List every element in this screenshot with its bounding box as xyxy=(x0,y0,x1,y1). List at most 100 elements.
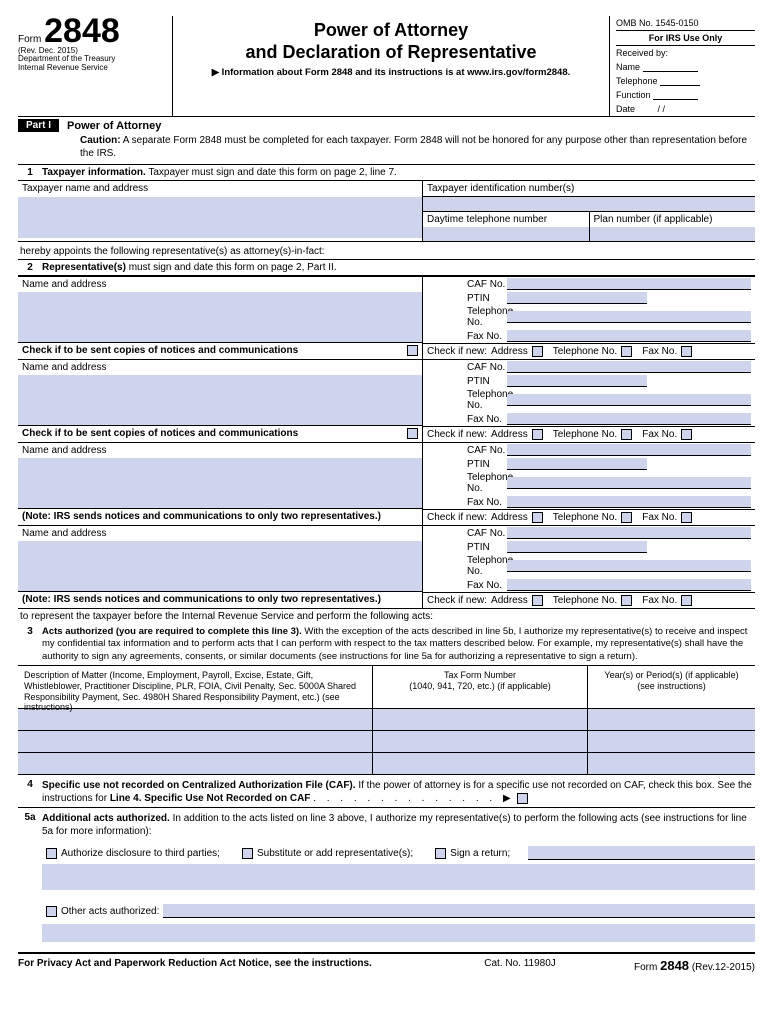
tin-label: Taxpayer identification number(s) xyxy=(423,181,755,197)
fax-input[interactable] xyxy=(507,330,751,342)
new-tel-checkbox[interactable] xyxy=(621,595,632,606)
col-3-header: Year(s) or Period(s) (if applicable)(see… xyxy=(588,666,755,708)
part-1-label: Part I xyxy=(18,119,59,132)
disclose-checkbox[interactable] xyxy=(46,848,57,859)
ptin-input[interactable] xyxy=(507,375,647,387)
caf-input[interactable] xyxy=(507,278,751,290)
line-1-number: 1 xyxy=(18,167,42,178)
rep-block-4: Name and address (Note: IRS sends notice… xyxy=(18,525,755,608)
privacy-notice: For Privacy Act and Paperwork Reduction … xyxy=(18,958,445,973)
form-info-url: ▶ Information about Form 2848 and its in… xyxy=(179,67,603,78)
rep-name-input[interactable] xyxy=(18,458,422,508)
arrow-icon: ▶ xyxy=(503,793,511,804)
other-acts-row: Other acts authorized: xyxy=(42,900,755,922)
daytime-input[interactable] xyxy=(423,227,589,241)
table-cell[interactable] xyxy=(373,730,587,752)
copies-checkbox[interactable] xyxy=(407,428,418,439)
new-tel-checkbox[interactable] xyxy=(621,346,632,357)
table-cell[interactable] xyxy=(373,752,587,774)
caution-text: Caution: A separate Form 2848 must be co… xyxy=(80,134,755,160)
new-addr-checkbox[interactable] xyxy=(532,595,543,606)
new-addr-checkbox[interactable] xyxy=(532,512,543,523)
table-cell[interactable] xyxy=(588,708,755,730)
other-acts-input[interactable] xyxy=(163,904,755,918)
received-by-label: Received by: xyxy=(616,46,755,60)
footer: For Privacy Act and Paperwork Reduction … xyxy=(18,952,755,973)
table-cell[interactable] xyxy=(18,752,372,774)
tel-input[interactable] xyxy=(507,560,751,572)
matters-table: Description of Matter (Income, Employmen… xyxy=(18,665,755,775)
rep-name-input[interactable] xyxy=(18,292,422,342)
caf-input[interactable] xyxy=(507,527,751,539)
taxpayer-name-label: Taxpayer name and address xyxy=(18,181,422,196)
rep-name-label: Name and address xyxy=(18,277,422,292)
col-1-header: Description of Matter (Income, Employmen… xyxy=(18,666,372,708)
new-tel-checkbox[interactable] xyxy=(621,512,632,523)
header-right: OMB No. 1545-0150 For IRS Use Only Recei… xyxy=(610,16,755,116)
form-label: Form xyxy=(18,34,41,45)
other-acts-checkbox[interactable] xyxy=(46,906,57,917)
line-4-checkbox[interactable] xyxy=(517,793,528,804)
rep-name-input[interactable] xyxy=(18,375,422,425)
ptin-input[interactable] xyxy=(507,458,647,470)
new-tel-checkbox[interactable] xyxy=(621,429,632,440)
substitute-checkbox[interactable] xyxy=(242,848,253,859)
new-fax-checkbox[interactable] xyxy=(681,429,692,440)
line-3: 3 Acts authorized (you are required to c… xyxy=(18,624,755,665)
line-4: 4 Specific use not recorded on Centraliz… xyxy=(18,775,755,808)
acts-fill-area[interactable] xyxy=(42,864,755,890)
rep-block-1: Name and address Check if to be sent cop… xyxy=(18,276,755,359)
caf-input[interactable] xyxy=(507,444,751,456)
line-2-number: 2 xyxy=(18,262,42,273)
table-cell[interactable] xyxy=(588,752,755,774)
omb-number: OMB No. 1545-0150 xyxy=(616,16,755,31)
form-header: Form 2848 (Rev. Dec. 2015) Department of… xyxy=(18,16,755,117)
plan-label: Plan number (if applicable) xyxy=(590,212,756,227)
form-title-2: and Declaration of Representative xyxy=(179,42,603,64)
irs-use-only: For IRS Use Only xyxy=(616,31,755,46)
header-left: Form 2848 (Rev. Dec. 2015) Department of… xyxy=(18,16,173,116)
ptin-input[interactable] xyxy=(507,292,647,304)
date-row: Date / / xyxy=(616,102,755,116)
sign-return-input[interactable] xyxy=(528,846,755,860)
fax-input[interactable] xyxy=(507,413,751,425)
daytime-label: Daytime telephone number xyxy=(423,212,589,227)
caf-input[interactable] xyxy=(507,361,751,373)
new-addr-checkbox[interactable] xyxy=(532,429,543,440)
line-1-header: 1 Taxpayer information. Taxpayer must si… xyxy=(18,165,755,181)
name-input[interactable] xyxy=(643,62,698,72)
irs-name: Internal Revenue Service xyxy=(18,64,168,73)
table-cell[interactable] xyxy=(588,730,755,752)
col-2-header: Tax Form Number(1040, 941, 720, etc.) (i… xyxy=(373,666,587,708)
taxpayer-name-input[interactable] xyxy=(18,196,422,238)
tin-input[interactable] xyxy=(423,197,755,211)
line-5a: 5a Additional acts authorized. In additi… xyxy=(18,808,755,842)
plan-input[interactable] xyxy=(590,227,756,241)
new-addr-checkbox[interactable] xyxy=(532,346,543,357)
telephone-input[interactable] xyxy=(660,76,700,86)
line-2-header: 2 Representative(s) must sign and date t… xyxy=(18,259,755,276)
tel-input[interactable] xyxy=(507,394,751,406)
to-represent-text: to represent the taxpayer before the Int… xyxy=(18,608,755,624)
table-cell[interactable] xyxy=(18,730,372,752)
taxpayer-row: Taxpayer name and address Taxpayer ident… xyxy=(18,181,755,242)
tel-input[interactable] xyxy=(507,477,751,489)
rep-name-input[interactable] xyxy=(18,541,422,591)
part-1-title: Power of Attorney xyxy=(67,120,161,132)
fax-input[interactable] xyxy=(507,579,751,591)
new-fax-checkbox[interactable] xyxy=(681,595,692,606)
rep-block-2: Name and address Check if to be sent cop… xyxy=(18,359,755,442)
other-acts-fill[interactable] xyxy=(42,924,755,942)
fax-input[interactable] xyxy=(507,496,751,508)
function-input[interactable] xyxy=(653,90,698,100)
sign-return-checkbox[interactable] xyxy=(435,848,446,859)
new-fax-checkbox[interactable] xyxy=(681,346,692,357)
new-fax-checkbox[interactable] xyxy=(681,512,692,523)
name-row: Name xyxy=(616,60,755,74)
form-number: 2848 xyxy=(44,12,120,50)
ptin-input[interactable] xyxy=(507,541,647,553)
tel-input[interactable] xyxy=(507,311,751,323)
table-cell[interactable] xyxy=(373,708,587,730)
function-row: Function xyxy=(616,88,755,102)
copies-checkbox[interactable] xyxy=(407,345,418,356)
